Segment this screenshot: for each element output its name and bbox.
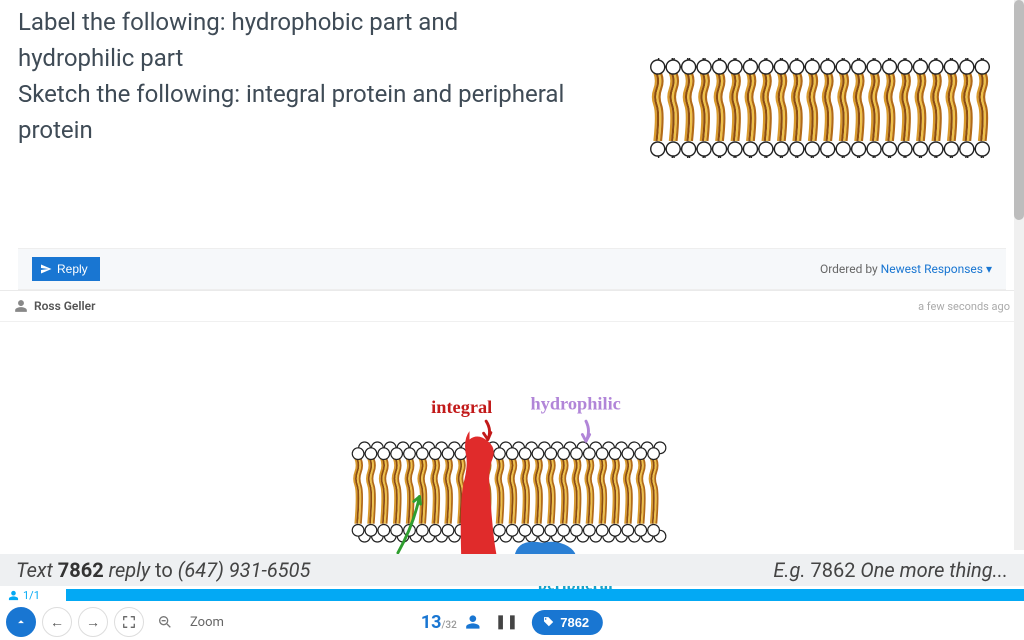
response-canvas: integralhydrophilichydrophobicperipheral [0, 322, 1024, 557]
pill-code: 7862 [560, 615, 589, 630]
sms-instruction-bar: Text 7862 reply to (647) 931-6505 E.g. 7… [0, 554, 1024, 586]
fit-icon [122, 615, 136, 629]
fit-button[interactable] [114, 607, 144, 637]
reply-label: Reply [57, 262, 88, 276]
pause-button[interactable]: ❚❚ [489, 614, 524, 630]
sms-ex-rest: One more thing... [855, 558, 1008, 582]
progress-count[interactable]: 1/1 [0, 589, 66, 602]
zoom-label: Zoom [190, 615, 224, 630]
sms-code: 7862 [58, 558, 104, 582]
zoom-icon [157, 614, 173, 630]
sms-phone: (647) 931-6505 [178, 558, 311, 582]
person-icon [14, 299, 28, 313]
sms-ex-code: 7862 [810, 558, 855, 582]
count-current: 13 [421, 612, 442, 633]
chevron-up-icon [14, 615, 28, 629]
sms-example: E.g. 7862 One more thing... [773, 558, 1008, 582]
expand-up-button[interactable] [6, 607, 36, 637]
sms-ex-prefix: E.g. [773, 558, 810, 582]
reply-button[interactable]: Reply [32, 257, 100, 281]
next-button[interactable]: → [78, 607, 108, 637]
tag-pill[interactable]: 7862 [532, 610, 603, 635]
svg-text:hydrophilic: hydrophilic [531, 394, 621, 414]
bottom-toolbar: ← → Zoom 13/32 ❚❚ 7862 [0, 604, 1024, 640]
question-line1: Label the following: hydrophobic part an… [18, 8, 458, 72]
send-icon [40, 263, 52, 275]
response-user[interactable]: Ross Geller [14, 299, 95, 313]
response-header: Ross Geller a few seconds ago [0, 291, 1024, 322]
ordered-prefix: Ordered by [820, 262, 881, 276]
count-total: /32 [441, 620, 456, 631]
sms-mid: reply [104, 558, 150, 582]
response-timestamp: a few seconds ago [918, 300, 1010, 313]
question-text: Label the following: hydrophobic part an… [18, 4, 578, 148]
order-control[interactable]: Ordered by Newest Responses ▾ [820, 262, 992, 276]
response-counter[interactable]: 13/32 [421, 612, 457, 633]
svg-text:integral: integral [431, 397, 492, 417]
user-name: Ross Geller [34, 299, 95, 313]
ordered-value: Newest Responses [881, 262, 983, 276]
people-icon [465, 614, 481, 630]
membrane-diagram [650, 58, 990, 158]
chevron-down-icon: ▾ [986, 262, 992, 276]
question-line2: Sketch the following: integral protein a… [18, 80, 564, 144]
person-icon [8, 590, 19, 601]
sms-prefix: Text [16, 558, 58, 582]
progress-row: 1/1 [0, 586, 1024, 604]
prev-button[interactable]: ← [42, 607, 72, 637]
zoom-button[interactable] [150, 607, 180, 637]
sms-to: to [150, 558, 178, 582]
question-card: Label the following: hydrophobic part an… [0, 0, 1024, 291]
progress-fraction: 1/1 [23, 589, 40, 602]
reply-bar: Reply Ordered by Newest Responses ▾ [18, 248, 1006, 290]
scrollbar-thumb[interactable] [1014, 0, 1024, 220]
tag-icon [542, 616, 555, 629]
progress-bar[interactable] [66, 589, 1024, 601]
toolbar-center: 13/32 ❚❚ 7862 [421, 610, 603, 635]
